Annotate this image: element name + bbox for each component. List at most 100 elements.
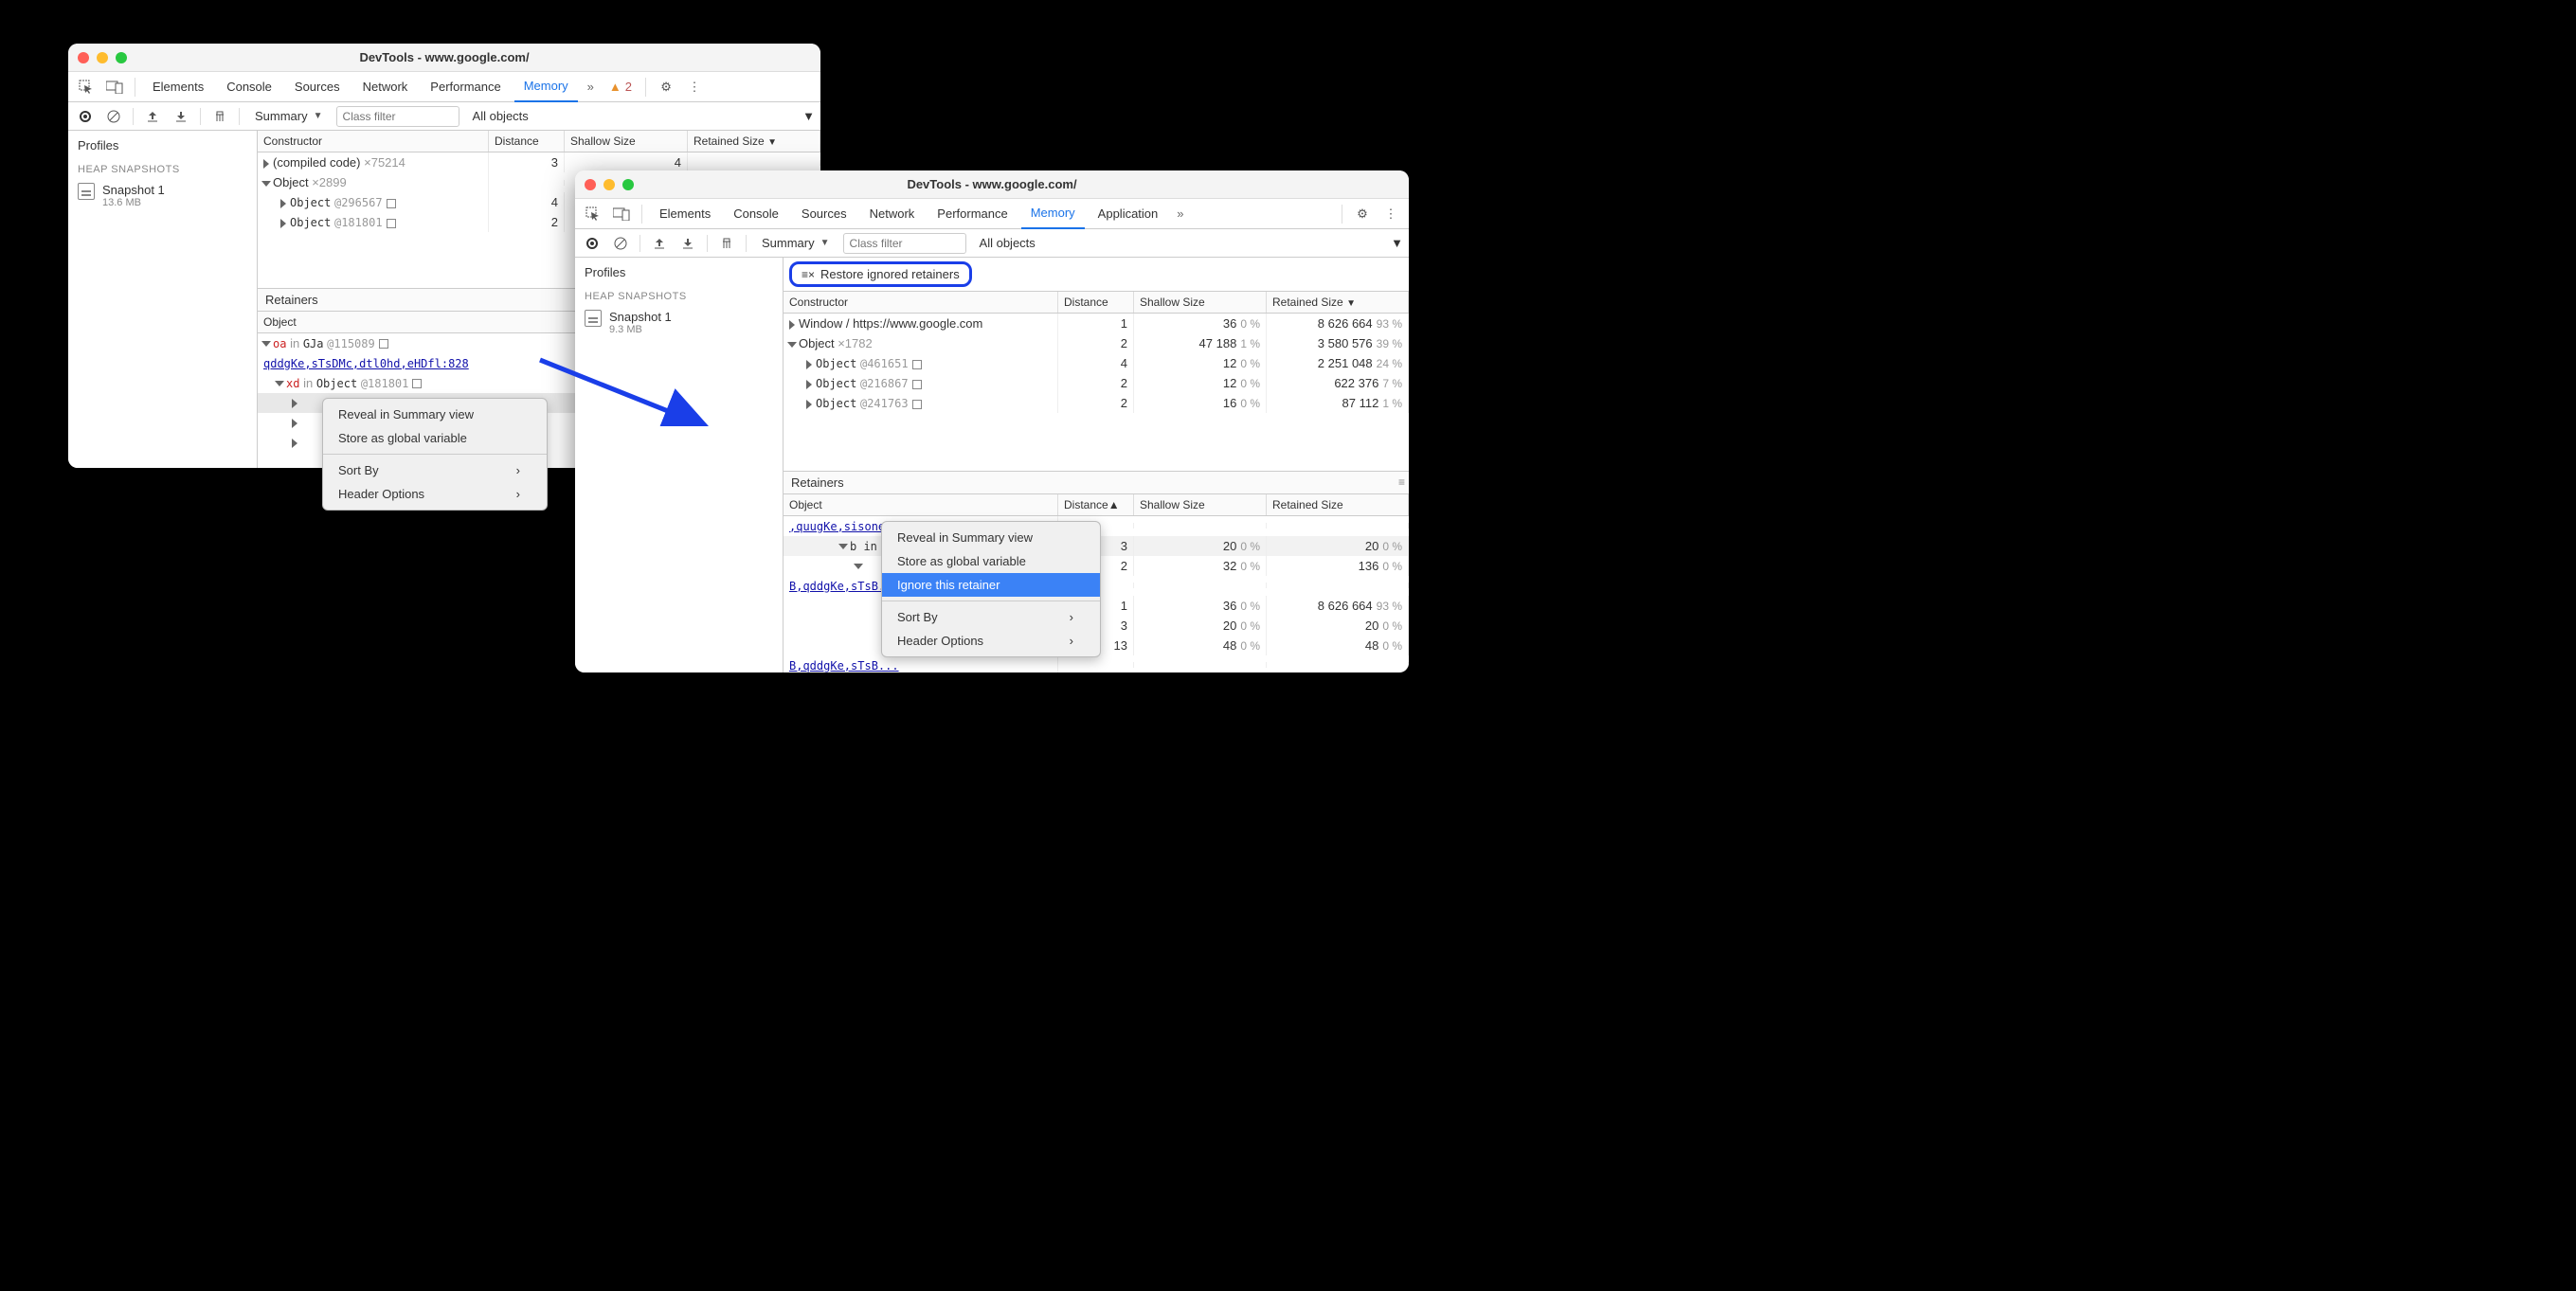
disclosure-icon[interactable]: [263, 159, 269, 169]
context-menu: Reveal in Summary view Store as global v…: [322, 398, 548, 511]
ctx-reveal[interactable]: Reveal in Summary view: [882, 526, 1100, 549]
col-distance[interactable]: Distance: [1058, 292, 1134, 313]
disclosure-icon[interactable]: [806, 380, 812, 389]
tab-console[interactable]: Console: [217, 72, 281, 102]
objects-dropdown[interactable]: All objects: [465, 109, 536, 123]
disclosure-icon[interactable]: [275, 381, 284, 386]
col-ret[interactable]: Retained Size: [1267, 494, 1409, 515]
table-row[interactable]: Object @241763 2 160 % 87 1121 %: [784, 393, 1409, 413]
disclosure-icon[interactable]: [806, 360, 812, 369]
retainer-row[interactable]: B,qddgKe,sTsB...: [784, 655, 1409, 673]
device-icon[interactable]: [102, 75, 127, 99]
col-constructor[interactable]: Constructor: [258, 131, 489, 152]
view-dropdown[interactable]: Summary▼: [247, 109, 331, 123]
inspect-icon[interactable]: [74, 75, 99, 99]
objects-dropdown[interactable]: All objects: [972, 236, 1043, 250]
ctx-sort[interactable]: Sort By›: [882, 605, 1100, 629]
clear-icon[interactable]: [609, 232, 632, 255]
retainers-menu-icon[interactable]: ≡: [1398, 475, 1405, 489]
disclosure-icon[interactable]: [280, 199, 286, 208]
col-distance[interactable]: Distance: [489, 131, 565, 152]
ctx-sort[interactable]: Sort By›: [323, 458, 547, 482]
disclosure-icon[interactable]: [838, 544, 848, 549]
ctx-store[interactable]: Store as global variable: [323, 426, 547, 450]
col-retained[interactable]: Retained Size ▼: [1267, 292, 1409, 313]
ctx-ignore[interactable]: Ignore this retainer: [882, 573, 1100, 597]
warning-icon: ▲: [609, 80, 621, 94]
memory-toolbar: Summary▼ All objects ▼: [68, 102, 820, 131]
ctx-reveal[interactable]: Reveal in Summary view: [323, 403, 547, 426]
tab-network[interactable]: Network: [860, 199, 925, 229]
class-filter-input[interactable]: [843, 233, 966, 254]
warnings-badge[interactable]: ▲2: [603, 80, 638, 94]
snapshot-size: 9.3 MB: [609, 324, 672, 335]
separator: [323, 454, 547, 455]
col-constructor[interactable]: Constructor: [784, 292, 1058, 313]
device-icon[interactable]: [609, 202, 634, 226]
upload-icon[interactable]: [141, 105, 164, 128]
more-tabs[interactable]: »: [1171, 206, 1189, 221]
col-shallow[interactable]: Shallow Size: [565, 131, 688, 152]
ctx-header[interactable]: Header Options›: [882, 629, 1100, 653]
disclosure-icon[interactable]: [789, 320, 795, 330]
disclosure-icon[interactable]: [806, 400, 812, 409]
disclosure-icon[interactable]: [292, 399, 297, 408]
table-row[interactable]: Object @216867 2 120 % 622 3767 %: [784, 373, 1409, 393]
tab-sources[interactable]: Sources: [792, 199, 856, 229]
disclosure-icon[interactable]: [854, 564, 863, 569]
gear-icon[interactable]: ⚙: [1350, 202, 1375, 226]
tab-elements[interactable]: Elements: [143, 72, 213, 102]
disclosure-icon[interactable]: [261, 181, 271, 187]
tab-elements[interactable]: Elements: [650, 199, 720, 229]
clear-icon[interactable]: [102, 105, 125, 128]
download-icon[interactable]: [676, 232, 699, 255]
kebab-icon[interactable]: ⋮: [682, 75, 707, 99]
restore-ignored-button[interactable]: ≡× Restore ignored retainers: [789, 261, 972, 287]
kebab-icon[interactable]: ⋮: [1378, 202, 1403, 226]
gc-icon[interactable]: [715, 232, 738, 255]
caret-icon[interactable]: ▼: [802, 109, 815, 123]
tab-console[interactable]: Console: [724, 199, 788, 229]
tab-memory[interactable]: Memory: [514, 72, 578, 102]
record-icon[interactable]: [581, 232, 603, 255]
download-icon[interactable]: [170, 105, 192, 128]
table-row[interactable]: Object ×1782 2 47 1881 % 3 580 57639 %: [784, 333, 1409, 353]
table-row[interactable]: (compiled code) ×75214 3 4: [258, 152, 820, 172]
disclosure-icon[interactable]: [292, 419, 297, 428]
class-filter-input[interactable]: [336, 106, 459, 127]
inspect-icon[interactable]: [581, 202, 605, 226]
gear-icon[interactable]: ⚙: [654, 75, 678, 99]
col-retained[interactable]: Retained Size ▼: [688, 131, 820, 152]
col-sh[interactable]: Shallow Size: [1134, 494, 1267, 515]
table-row[interactable]: Object @461651 4 120 % 2 251 04824 %: [784, 353, 1409, 373]
titlebar[interactable]: DevTools - www.google.com/: [575, 170, 1409, 199]
tab-application[interactable]: Application: [1089, 199, 1168, 229]
more-tabs[interactable]: »: [582, 80, 600, 94]
tab-network[interactable]: Network: [353, 72, 418, 102]
col-d[interactable]: Distance▲: [1058, 494, 1134, 515]
ctx-header[interactable]: Header Options›: [323, 482, 547, 506]
disclosure-icon[interactable]: [292, 439, 297, 448]
object-icon: [912, 360, 922, 369]
col-object[interactable]: Object: [784, 494, 1058, 515]
tab-performance[interactable]: Performance: [928, 199, 1017, 229]
col-shallow[interactable]: Shallow Size: [1134, 292, 1267, 313]
tab-sources[interactable]: Sources: [285, 72, 350, 102]
gc-icon[interactable]: [208, 105, 231, 128]
separator: [746, 235, 747, 252]
titlebar[interactable]: DevTools - www.google.com/: [68, 44, 820, 72]
ctx-store[interactable]: Store as global variable: [882, 549, 1100, 573]
disclosure-icon[interactable]: [280, 219, 286, 228]
disclosure-icon[interactable]: [261, 341, 271, 347]
disclosure-icon[interactable]: [787, 342, 797, 348]
view-dropdown[interactable]: Summary▼: [754, 236, 838, 250]
record-icon[interactable]: [74, 105, 97, 128]
snapshot-item[interactable]: Snapshot 1 13.6 MB: [68, 179, 257, 212]
upload-icon[interactable]: [648, 232, 671, 255]
caret-icon[interactable]: ▼: [1391, 236, 1403, 250]
tab-memory[interactable]: Memory: [1021, 199, 1085, 229]
snapshot-item[interactable]: Snapshot 1 9.3 MB: [575, 306, 783, 339]
object-icon: [387, 199, 396, 208]
tab-performance[interactable]: Performance: [421, 72, 510, 102]
table-row[interactable]: Window / https://www.google.com 1 360 % …: [784, 314, 1409, 333]
